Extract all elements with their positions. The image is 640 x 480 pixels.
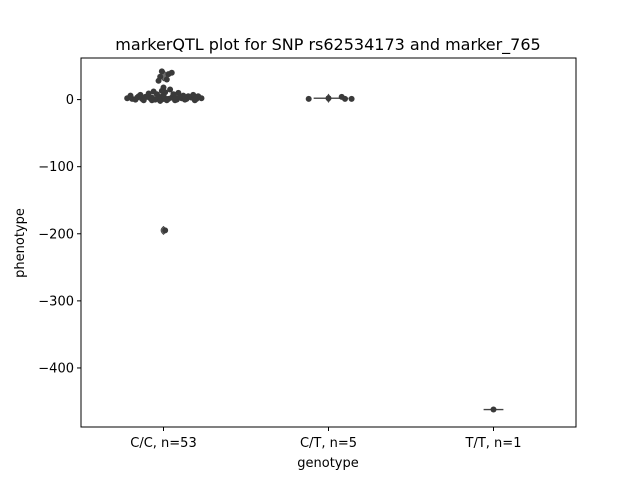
data-point — [135, 93, 142, 100]
y-tick-label: −200 — [38, 227, 74, 242]
y-tick-label: 0 — [66, 93, 74, 108]
data-point — [157, 97, 164, 104]
y-tick-label: −100 — [38, 160, 74, 175]
plot-area — [124, 68, 504, 413]
data-point — [305, 95, 312, 102]
data-point — [168, 69, 175, 76]
y-axis: 0 −100 −200 −300 −400 — [38, 93, 81, 376]
data-point — [150, 88, 157, 95]
x-tick-label: C/T, n=5 — [300, 436, 357, 451]
data-point — [163, 76, 170, 83]
data-point — [325, 95, 332, 102]
data-point — [157, 73, 164, 80]
data-point — [163, 97, 170, 104]
data-point — [162, 227, 169, 234]
data-point — [190, 91, 197, 98]
plot-frame — [80, 57, 577, 428]
y-tick-label: −400 — [38, 361, 74, 376]
data-point — [160, 92, 167, 99]
x-tick-label: T/T, n=1 — [465, 436, 522, 451]
data-point — [160, 84, 167, 91]
data-point — [342, 95, 348, 102]
genotype-group — [305, 93, 355, 103]
data-point — [191, 97, 198, 104]
y-axis-label: phenotype — [13, 208, 28, 278]
y-tick-label: −300 — [38, 294, 74, 309]
chart-title: markerQTL plot for SNP rs62534173 and ma… — [115, 35, 540, 55]
data-point — [490, 406, 497, 413]
data-point — [185, 93, 192, 100]
data-point — [144, 93, 150, 100]
x-axis: C/C, n=53 C/T, n=5 T/T, n=1 — [130, 427, 521, 451]
data-point — [127, 92, 134, 99]
data-point — [348, 95, 355, 102]
x-tick-label: C/C, n=53 — [130, 436, 196, 451]
data-point — [195, 93, 202, 100]
data-point — [158, 68, 165, 75]
genotype-group — [124, 68, 205, 235]
x-axis-label: genotype — [297, 456, 358, 471]
data-point — [172, 94, 179, 101]
genotype-group — [483, 406, 504, 413]
data-point — [148, 94, 155, 101]
data-point — [177, 93, 183, 100]
data-point — [167, 86, 174, 93]
